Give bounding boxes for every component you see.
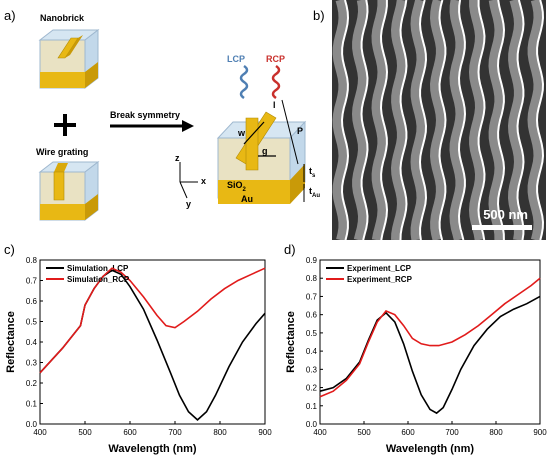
y-tick-label: 0.2 <box>306 384 318 393</box>
x-tick-label: 900 <box>533 428 547 437</box>
wire-grating-label: Wire grating <box>36 147 89 157</box>
y-tick-label: 0.8 <box>26 256 38 265</box>
schematic-svg <box>38 28 307 222</box>
grating-edge <box>457 0 467 240</box>
y-tick-label: 0.2 <box>26 379 38 388</box>
break-symmetry-label: Break symmetry <box>110 110 181 120</box>
w-label: w <box>238 128 246 138</box>
legend-label-0: Simulation_LCP <box>67 264 129 273</box>
y-tick-label: 0.3 <box>306 365 318 374</box>
wire-grating-cube <box>38 160 100 222</box>
grating-edge <box>496 0 506 240</box>
x-tick-label: 700 <box>168 428 182 437</box>
rcp-label: RCP <box>266 54 286 64</box>
y-tick-label: 0.6 <box>306 311 318 320</box>
scale-bar <box>472 225 532 230</box>
grating-wire <box>332 0 348 240</box>
y-tick-label: 0.7 <box>306 292 318 301</box>
ts-label: ts <box>309 166 316 179</box>
tau-label: tAu <box>309 186 320 199</box>
chart-experiment: 400 500 600 700 800 900 0.0 0.1 0.2 0.3 0.4 0.5 0.6 0… <box>285 256 547 455</box>
x-axis-label: Wavelength (nm) <box>386 443 475 455</box>
grating-wire <box>390 0 407 240</box>
panel-label-c: c) <box>4 242 15 257</box>
panel-label-a: a) <box>4 8 16 23</box>
grating-wire <box>488 0 504 240</box>
x-axis-label: Wavelength (nm) <box>108 443 197 455</box>
legend-label-0: Experiment_LCP <box>347 264 412 273</box>
y-tick-label: 0.6 <box>26 297 38 306</box>
y-axis-label: Reflectance <box>285 311 297 373</box>
sem-image: 500 nm <box>332 0 546 240</box>
x-tick-label: 600 <box>401 428 415 437</box>
x-tick-label: 400 <box>33 428 47 437</box>
grating-wire <box>371 0 387 240</box>
y-axis-label: Reflectance <box>5 311 17 373</box>
y-tick-label: 0.5 <box>26 318 38 327</box>
y-tick-label: 0.4 <box>306 347 318 356</box>
grating-edge <box>516 0 525 240</box>
grating-wire <box>527 0 543 240</box>
x-tick-label: 500 <box>357 428 371 437</box>
x-tick-label: 600 <box>123 428 137 437</box>
legend-label-1: Experiment_RCP <box>347 275 413 284</box>
grating-edge <box>379 0 389 240</box>
au-label: Au <box>241 194 253 204</box>
grating-edge <box>418 0 428 240</box>
grating-edge <box>477 0 486 240</box>
scale-bar-label: 500 nm <box>483 207 528 222</box>
sem-gratings <box>332 0 545 240</box>
y-tick-label: 0.3 <box>26 359 38 368</box>
legend-label-1: Simulation_RCP <box>67 275 130 284</box>
rcp-helix <box>271 64 281 100</box>
axis-y-label: y <box>186 199 192 209</box>
axis-x-label: x <box>201 176 207 186</box>
y-tick-label: 0.0 <box>306 420 318 429</box>
y-tick-label: 0.1 <box>306 402 318 411</box>
grating-wire <box>410 0 426 240</box>
x-tick-label: 800 <box>489 428 503 437</box>
x-tick-label: 800 <box>213 428 227 437</box>
lcp-helix <box>239 64 249 100</box>
series-line-0 <box>39 269 266 421</box>
panel-label-d: d) <box>284 242 296 257</box>
x-tick-label: 400 <box>313 428 327 437</box>
grating-wire <box>507 0 524 240</box>
combined-unit-cell <box>216 99 307 204</box>
grating-wire <box>351 0 368 240</box>
g-label: g <box>262 146 268 156</box>
nanobrick-cube <box>38 28 100 90</box>
grating-edge <box>340 0 350 240</box>
grating-edge <box>399 0 408 240</box>
grating-wire <box>449 0 465 240</box>
series-line-1 <box>319 277 541 398</box>
lcp-label: LCP <box>227 54 245 64</box>
sio2-label: SiO2 <box>227 180 246 193</box>
panel-label-b: b) <box>313 8 325 23</box>
l-label: l <box>273 100 276 110</box>
y-tick-label: 0.8 <box>306 274 318 283</box>
chart-simulation: 400 500 600 700 800 900 0.0 0.1 0.2 0.3 0.4 0.5 0.6 0… <box>5 256 272 455</box>
y-tick-label: 0.4 <box>26 338 38 347</box>
y-tick-label: 0.0 <box>26 420 38 429</box>
p-label: P <box>297 126 304 136</box>
series-line-0 <box>319 295 541 415</box>
y-tick-label: 0.7 <box>26 277 38 286</box>
x-tick-label: 900 <box>258 428 272 437</box>
y-tick-label: 0.5 <box>306 329 318 338</box>
x-tick-label: 500 <box>78 428 92 437</box>
y-tick-label: 0.9 <box>306 256 318 265</box>
plot-frame <box>319 259 541 425</box>
axis-z-label: z <box>175 153 180 163</box>
grating-wire <box>429 0 446 240</box>
y-tick-label: 0.1 <box>26 400 38 409</box>
nanobrick-label: Nanobrick <box>40 13 85 23</box>
x-tick-label: 700 <box>445 428 459 437</box>
series-line-1 <box>39 267 266 374</box>
grating-edge <box>438 0 447 240</box>
grating-edge <box>360 0 369 240</box>
grating-edge <box>535 0 545 240</box>
grating-wire <box>468 0 485 240</box>
